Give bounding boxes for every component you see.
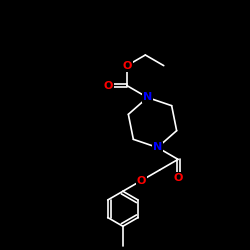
Text: N: N — [153, 142, 162, 152]
Text: O: O — [174, 173, 183, 183]
Text: O: O — [122, 61, 132, 71]
Text: N: N — [143, 92, 152, 102]
Text: O: O — [136, 176, 146, 186]
Text: O: O — [104, 81, 113, 91]
